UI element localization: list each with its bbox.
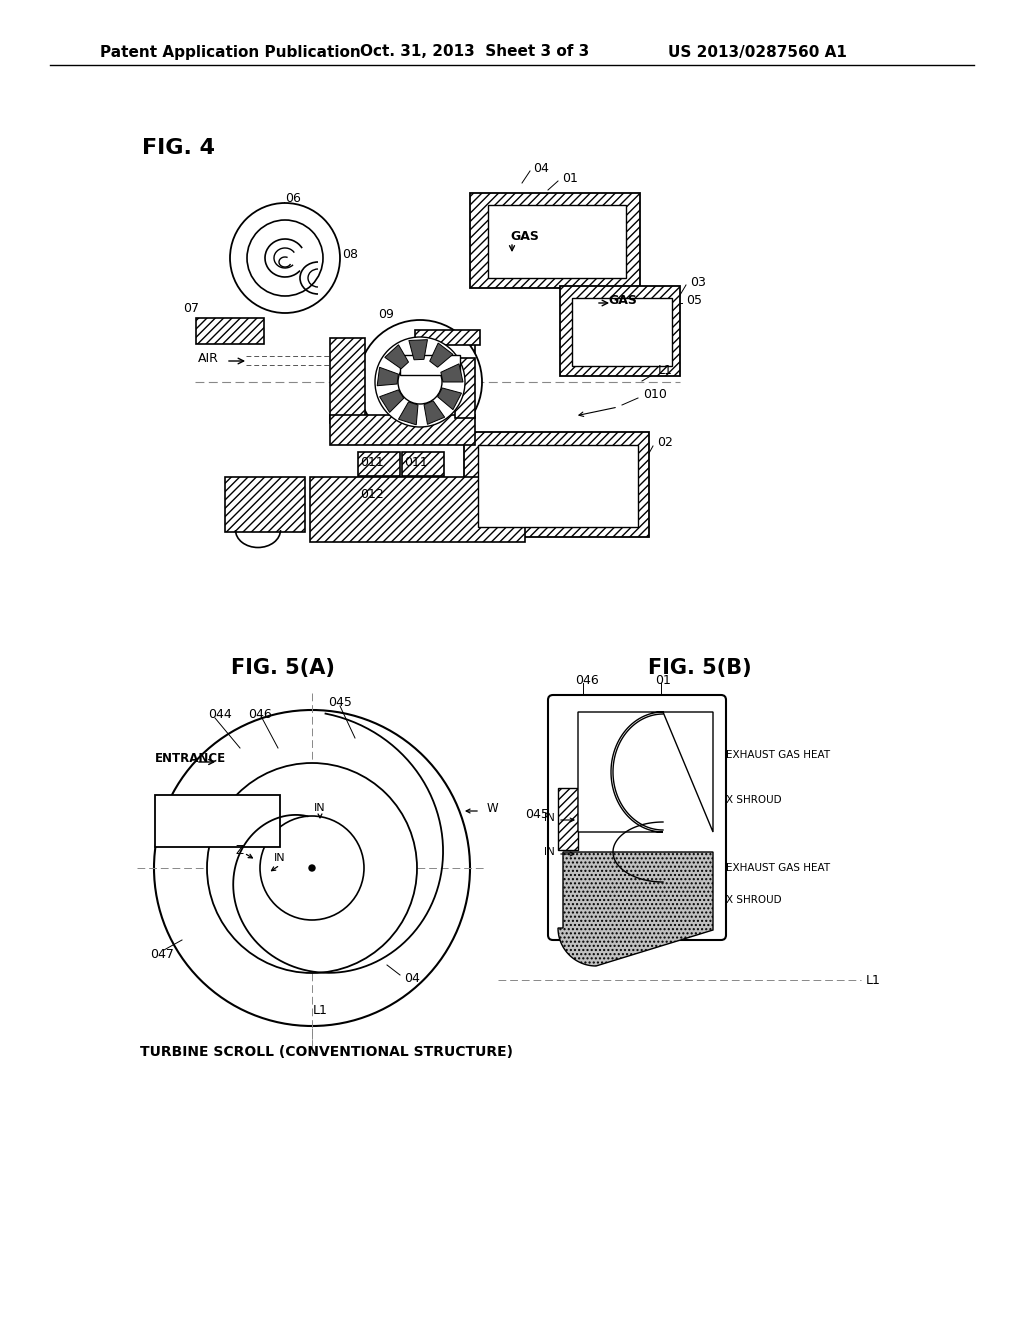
Circle shape — [398, 360, 442, 404]
Circle shape — [309, 865, 315, 871]
Polygon shape — [385, 345, 409, 368]
Bar — [310, 477, 525, 543]
Text: X SHROUD: X SHROUD — [726, 895, 781, 906]
Text: 047: 047 — [150, 949, 174, 961]
Polygon shape — [377, 367, 398, 385]
Text: US 2013/0287560 A1: US 2013/0287560 A1 — [668, 45, 847, 59]
Text: EXHAUST GAS HEAT: EXHAUST GAS HEAT — [726, 750, 830, 760]
Text: 06: 06 — [285, 191, 301, 205]
Text: GAS: GAS — [510, 231, 539, 243]
Polygon shape — [441, 364, 463, 381]
Bar — [488, 205, 626, 279]
FancyBboxPatch shape — [548, 696, 726, 940]
Bar — [464, 432, 649, 537]
Bar — [402, 451, 444, 477]
Polygon shape — [578, 711, 713, 832]
Text: IN: IN — [544, 813, 555, 822]
Text: FIG. 5(B): FIG. 5(B) — [648, 657, 752, 678]
Text: 01: 01 — [655, 673, 671, 686]
Bar — [558, 788, 578, 850]
Text: 010: 010 — [643, 388, 667, 401]
Bar — [330, 414, 475, 445]
Text: 012: 012 — [360, 488, 384, 502]
Text: Z: Z — [236, 843, 244, 857]
Bar — [155, 795, 280, 847]
Bar — [470, 193, 640, 288]
Text: FIG. 4: FIG. 4 — [142, 139, 215, 158]
Bar — [385, 342, 475, 370]
Bar — [358, 451, 400, 477]
Text: IN: IN — [274, 853, 286, 863]
Polygon shape — [430, 343, 453, 367]
Text: TURBINE SCROLL (CONVENTIONAL STRUCTURE): TURBINE SCROLL (CONVENTIONAL STRUCTURE) — [140, 1045, 513, 1059]
Circle shape — [154, 710, 470, 1026]
Text: 046: 046 — [575, 673, 599, 686]
Text: EXHAUST GAS HEAT: EXHAUST GAS HEAT — [726, 863, 830, 873]
Text: 04: 04 — [534, 161, 549, 174]
Text: 045: 045 — [525, 808, 549, 821]
Circle shape — [375, 337, 465, 426]
Text: W: W — [487, 801, 499, 814]
Polygon shape — [437, 388, 462, 409]
Bar — [455, 358, 475, 418]
Text: 01: 01 — [562, 172, 578, 185]
Text: GAS: GAS — [608, 293, 637, 306]
Bar — [560, 286, 680, 376]
Text: IN: IN — [314, 803, 326, 813]
Text: IN: IN — [544, 847, 555, 857]
Circle shape — [260, 816, 364, 920]
Text: 011: 011 — [360, 457, 384, 470]
Circle shape — [230, 203, 340, 313]
Bar — [225, 477, 305, 532]
Text: 08: 08 — [342, 248, 358, 261]
Text: AIR: AIR — [198, 351, 219, 364]
Circle shape — [358, 319, 482, 444]
Bar — [572, 298, 672, 366]
Text: X SHROUD: X SHROUD — [726, 795, 781, 805]
Bar — [478, 445, 638, 527]
Text: L1: L1 — [312, 1003, 328, 1016]
Text: 045: 045 — [328, 696, 352, 709]
Text: 044: 044 — [208, 708, 231, 721]
Text: FIG. 5(A): FIG. 5(A) — [231, 657, 335, 678]
Polygon shape — [380, 389, 403, 412]
Bar — [400, 355, 460, 375]
Text: ENTRANCE: ENTRANCE — [155, 751, 226, 764]
Text: Oct. 31, 2013  Sheet 3 of 3: Oct. 31, 2013 Sheet 3 of 3 — [360, 45, 589, 59]
Text: 011: 011 — [404, 457, 428, 470]
Circle shape — [247, 220, 323, 296]
Text: 02: 02 — [657, 437, 673, 450]
Text: 046: 046 — [248, 708, 271, 721]
Text: Patent Application Publication: Patent Application Publication — [100, 45, 360, 59]
Bar — [330, 338, 365, 422]
Polygon shape — [424, 401, 444, 424]
Text: L1: L1 — [658, 364, 673, 378]
Polygon shape — [558, 851, 713, 966]
Text: L1: L1 — [866, 974, 881, 986]
Text: 09: 09 — [378, 309, 394, 322]
Bar — [415, 330, 480, 345]
Polygon shape — [409, 339, 427, 360]
Text: 03: 03 — [690, 276, 706, 289]
Text: 07: 07 — [183, 301, 199, 314]
Polygon shape — [398, 401, 418, 425]
Bar — [196, 318, 264, 345]
Text: 05: 05 — [686, 293, 702, 306]
Circle shape — [207, 763, 417, 973]
Text: 04: 04 — [404, 972, 420, 985]
